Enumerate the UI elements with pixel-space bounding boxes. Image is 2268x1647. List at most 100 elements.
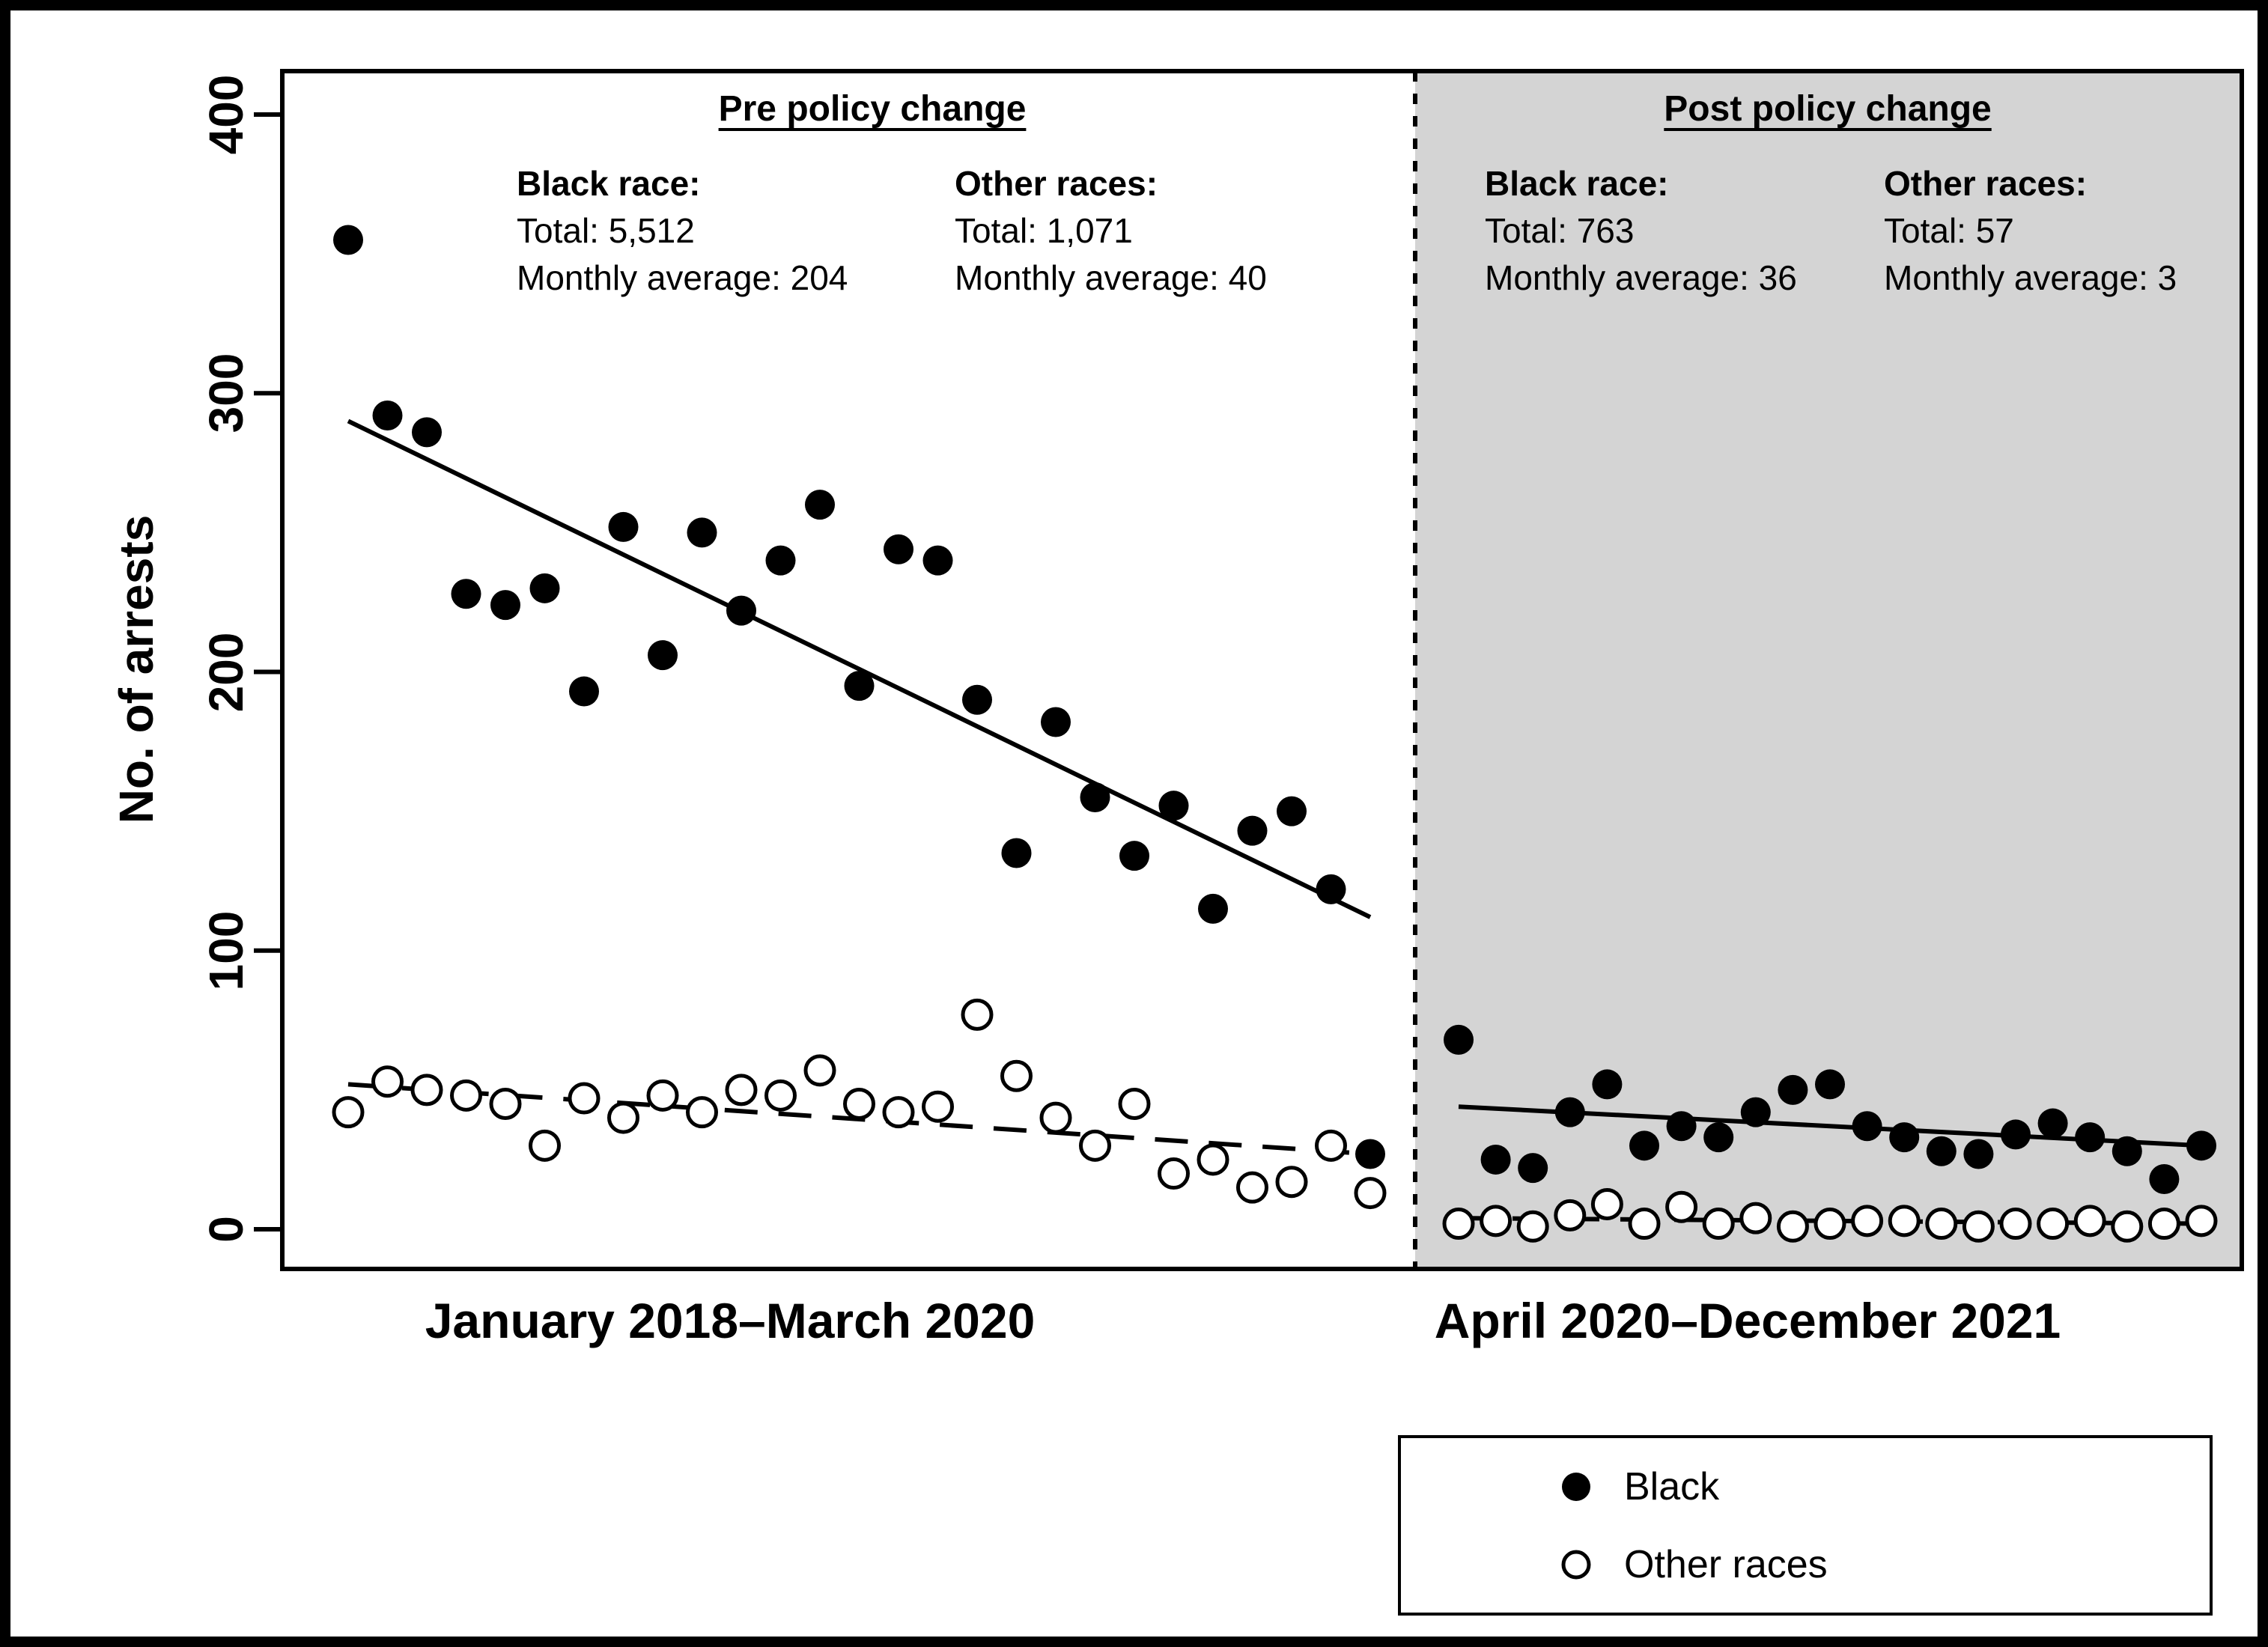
data-point-other-races (803, 1054, 836, 1087)
data-point-black (569, 676, 599, 707)
data-point-other-races (725, 1074, 758, 1106)
post-other-heading: Other races: (1884, 164, 2088, 203)
data-point-black (1041, 707, 1071, 737)
data-point-other-races (1962, 1210, 1995, 1243)
pre-other-avg: Monthly average: 40 (955, 258, 1267, 297)
data-point-other-races (1851, 1205, 1884, 1237)
data-point-black (2037, 1108, 2068, 1139)
data-point-other-races (2147, 1208, 2180, 1240)
data-point-other-races (1275, 1166, 1308, 1199)
data-point-other-races (1776, 1210, 1809, 1243)
data-point-other-races (1590, 1187, 1623, 1220)
data-point-other-races (1925, 1208, 1958, 1240)
data-point-black (1666, 1111, 1697, 1142)
pre-black-total: Total: 5,512 (517, 211, 695, 250)
data-point-black (805, 490, 835, 520)
data-point-black (765, 545, 796, 576)
post-black-avg: Monthly average: 36 (1485, 258, 1797, 297)
data-point-other-races (764, 1079, 797, 1112)
post-black-total: Total: 763 (1485, 211, 1635, 250)
data-point-black (333, 225, 363, 255)
data-point-other-races (686, 1096, 718, 1129)
plot-border (280, 69, 2244, 1271)
data-point-black (1815, 1069, 1845, 1100)
pre-black-heading: Black race: (517, 164, 701, 203)
pre-other-heading: Other races: (955, 164, 1158, 203)
pre-other-total: Total: 1,071 (955, 211, 1133, 250)
data-point-black (1444, 1024, 1474, 1055)
data-point-other-races (1236, 1171, 1268, 1204)
data-point-other-races (2073, 1205, 2106, 1237)
data-point-other-races (922, 1090, 954, 1123)
data-point-other-races (2185, 1205, 2218, 1237)
legend-item-black: Black (1558, 1464, 2210, 1509)
data-point-other-races (1628, 1208, 1661, 1240)
data-point-black (2186, 1130, 2216, 1161)
data-point-other-races (568, 1082, 601, 1115)
post-other-total: Total: 57 (1884, 211, 2014, 250)
data-point-black (490, 590, 520, 621)
data-point-black (2001, 1119, 2031, 1150)
data-point-black (1316, 874, 1346, 904)
post-black-heading: Black race: (1485, 164, 1669, 203)
data-point-black (1889, 1122, 1920, 1153)
data-point-black (412, 417, 442, 448)
data-point-black (648, 640, 678, 671)
data-point-other-races (450, 1079, 482, 1112)
x-period-label-post: April 2020–December 2021 (1434, 1293, 2061, 1348)
data-point-black (726, 595, 756, 626)
data-point-other-races (1739, 1202, 1772, 1235)
post-black-stats: Black race: Total: 763 Monthly average: … (1485, 160, 1797, 302)
data-point-other-races (1354, 1177, 1387, 1210)
data-point-black (1080, 782, 1110, 813)
data-point-black (1277, 796, 1307, 826)
data-point-other-races (1079, 1129, 1111, 1162)
data-point-black (962, 684, 992, 715)
legend-item-other-races: Other races (1558, 1542, 2210, 1587)
pre-black-avg: Monthly average: 204 (517, 258, 848, 297)
data-point-black (922, 545, 953, 576)
data-point-black (1355, 1139, 1385, 1169)
data-point-black (1778, 1074, 1808, 1105)
data-point-black (372, 401, 403, 431)
data-point-black (1963, 1139, 1994, 1169)
data-point-black (687, 517, 717, 548)
data-point-other-races (529, 1129, 561, 1162)
data-point-other-races (1814, 1208, 1846, 1240)
y-axis-title: No. of arrests (109, 514, 163, 824)
arrests-scatter-plot (254, 69, 2244, 1271)
data-point-black (1198, 893, 1228, 924)
data-point-other-races (843, 1087, 875, 1120)
post-period-shading (1415, 71, 2242, 1269)
data-point-black (1237, 815, 1268, 846)
data-point-other-races (882, 1096, 915, 1129)
pre-other-stats: Other races: Total: 1,071 Monthly averag… (955, 160, 1267, 302)
data-point-other-races (1554, 1199, 1587, 1232)
pre-black-trend-line (347, 418, 1372, 919)
data-point-black (2112, 1136, 2142, 1166)
data-point-black (2075, 1122, 2106, 1153)
y-tick-label: 200 (199, 632, 253, 712)
data-point-other-races (1888, 1205, 1921, 1237)
post-other-avg: Monthly average: 3 (1884, 258, 2177, 297)
data-point-black (1554, 1097, 1585, 1127)
legend: Black Other races (1398, 1435, 2213, 1616)
post-other-stats: Other races: Total: 57 Monthly average: … (1884, 160, 2177, 302)
data-point-other-races (961, 998, 994, 1031)
pre-black-stats: Black race: Total: 5,512 Monthly average… (517, 160, 848, 302)
data-point-other-races (1516, 1210, 1549, 1243)
data-point-other-races (371, 1065, 404, 1098)
y-tick-label: 0 (199, 1216, 253, 1243)
data-point-black (1852, 1111, 1882, 1142)
data-point-black (608, 511, 639, 542)
data-point-black (451, 579, 481, 609)
data-point-black (1001, 838, 1032, 868)
open-circle-icon (1561, 1550, 1591, 1579)
data-point-black (1926, 1136, 1957, 1166)
data-point-black (1518, 1153, 1548, 1184)
data-point-other-races (1315, 1129, 1347, 1162)
data-point-other-races (1000, 1059, 1033, 1092)
data-point-black (884, 534, 913, 564)
data-point-black (1629, 1130, 1659, 1161)
